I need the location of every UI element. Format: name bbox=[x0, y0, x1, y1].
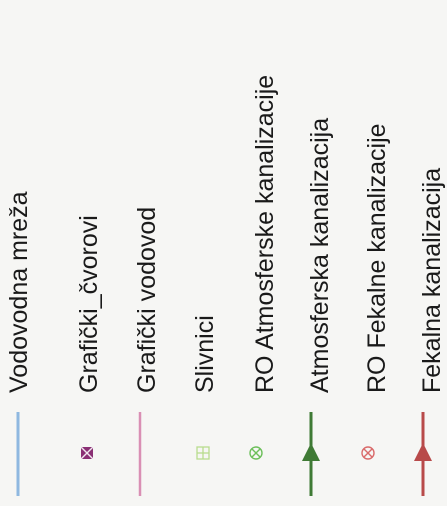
arrow-up-icon bbox=[302, 443, 320, 461]
legend-item-vodovodna-mreza: Vodovodna mreža bbox=[5, 191, 33, 496]
legend-item-ro-fekalne: RO Fekalne kanalizacije bbox=[361, 123, 391, 460]
legend-label-fekalna: Fekalna kanalizacija bbox=[418, 168, 446, 393]
legend-label-graficki-vodovod: Grafički vodovod bbox=[133, 207, 161, 393]
legend-item-slivnici: Slivnici bbox=[191, 315, 219, 460]
legend-label-ro-atmosferske: RO Atmosferske kanalizacije bbox=[251, 75, 279, 393]
crossed-square-icon bbox=[80, 446, 94, 460]
legend-item-fekalna: Fekalna kanalizacija bbox=[414, 168, 446, 496]
legend-label-atmosferska: Atmosferska kanalizacija bbox=[306, 118, 334, 393]
legend-label-graficki-cvorovi: Grafički_čvorovi bbox=[75, 215, 103, 393]
legend-item-graficki-vodovod: Grafički vodovod bbox=[133, 207, 161, 496]
legend-label-vodovodna-mreza: Vodovodna mreža bbox=[5, 191, 33, 393]
circle-x-icon bbox=[249, 446, 263, 460]
legend-label-ro-fekalne: RO Fekalne kanalizacije bbox=[363, 123, 391, 393]
legend-item-ro-atmosferske: RO Atmosferske kanalizacije bbox=[249, 75, 279, 460]
grid-square-icon bbox=[196, 446, 210, 460]
legend-item-graficki-cvorovi: Grafički_čvorovi bbox=[75, 215, 103, 460]
circle-x-icon bbox=[361, 446, 375, 460]
legend-item-atmosferska: Atmosferska kanalizacija bbox=[302, 118, 334, 496]
arrow-up-icon bbox=[414, 443, 432, 461]
legend-label-slivnici: Slivnici bbox=[191, 315, 219, 393]
